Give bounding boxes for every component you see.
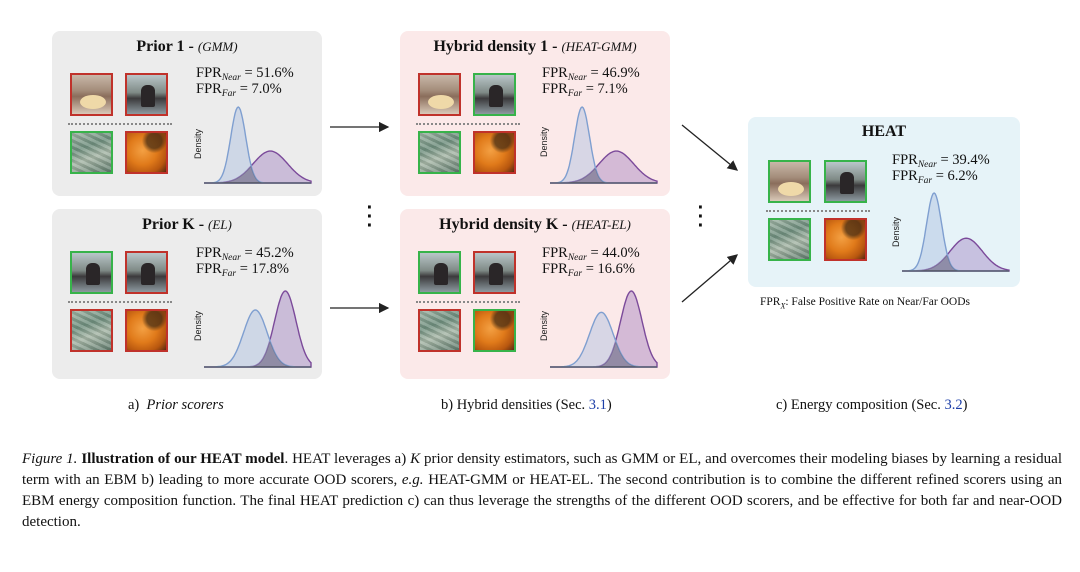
arrow-hybridk-to-heat <box>681 254 738 303</box>
prior-1-panel: Prior 1 - (GMM) FPRNear = 51.6% FPRFar =… <box>52 31 322 196</box>
image-green-1 <box>418 251 461 294</box>
image-red-2 <box>70 309 113 352</box>
arrow-hybrid1-to-heat <box>681 124 739 171</box>
separator <box>416 123 520 125</box>
fpr-far: FPRFar = 16.6% <box>542 261 635 279</box>
image-red-2 <box>125 73 168 116</box>
fpr-near: FPRNear = 39.4% <box>892 152 990 170</box>
hybrid-k-title: Hybrid density K - (HEAT-EL) <box>439 216 631 233</box>
vertical-ellipsis-left: · · · <box>366 197 374 237</box>
heat-panel: HEAT FPRNear = 39.4% FPRFar = 6.2% Densi… <box>748 117 1020 287</box>
image-red-1 <box>824 218 867 261</box>
density-plot-hybrid-k <box>550 290 658 368</box>
image-green-1 <box>768 160 811 203</box>
image-red-1 <box>70 73 113 116</box>
caption-b: b) Hybrid densities (Sec. 3.1) <box>441 397 612 413</box>
image-red-2 <box>473 131 516 174</box>
image-green-2 <box>473 309 516 352</box>
density-plot-heat <box>902 192 1010 272</box>
prior-k-title: Prior K - (EL) <box>142 216 232 233</box>
image-red-3 <box>125 131 168 174</box>
caption-c: c) Energy composition (Sec. 3.2) <box>776 397 968 413</box>
fpr-far: FPRFar = 6.2% <box>892 168 978 186</box>
density-plot-prior-1 <box>204 106 312 184</box>
fpr-far: FPRFar = 17.8% <box>196 261 289 279</box>
caption-a: a) Prior scorers <box>128 397 224 413</box>
hybrid-k-panel: Hybrid density K - (HEAT-EL) FPRNear = 4… <box>400 209 670 379</box>
image-green-1 <box>70 131 113 174</box>
prior-k-panel: Prior K - (EL) FPRNear = 45.2% FPRFar = … <box>52 209 322 379</box>
hybrid-1-panel: Hybrid density 1 - (HEAT-GMM) FPRNear = … <box>400 31 670 196</box>
image-red-1 <box>473 251 516 294</box>
image-red-3 <box>125 309 168 352</box>
fpr-near: FPRNear = 46.9% <box>542 65 640 83</box>
separator <box>68 301 172 303</box>
fpr-near: FPRNear = 44.0% <box>542 245 640 263</box>
figure-caption: Figure 1. Illustration of our HEAT model… <box>22 451 1063 530</box>
fpr-far: FPRFar = 7.1% <box>542 81 628 99</box>
image-red-1 <box>418 73 461 116</box>
fpr-near: FPRNear = 51.6% <box>196 65 294 83</box>
fpr-near: FPRNear = 45.2% <box>196 245 294 263</box>
image-red-2 <box>418 309 461 352</box>
image-red-1 <box>125 251 168 294</box>
image-green-2 <box>824 160 867 203</box>
prior-1-title: Prior 1 - (GMM) <box>136 38 238 55</box>
separator <box>766 210 870 212</box>
image-green-1 <box>70 251 113 294</box>
hybrid-1-title: Hybrid density 1 - (HEAT-GMM) <box>433 38 637 55</box>
heat-title: HEAT <box>861 123 907 140</box>
density-plot-prior-k <box>204 290 312 368</box>
density-plot-hybrid-1 <box>550 106 658 184</box>
separator <box>68 123 172 125</box>
fpr-legend-note: FPRX: False Positive Rate on Near/Far OO… <box>760 296 970 311</box>
image-green-2 <box>418 131 461 174</box>
image-green-3 <box>768 218 811 261</box>
vertical-ellipsis-right: · · · <box>697 197 705 237</box>
image-green-1 <box>473 73 516 116</box>
separator <box>416 301 520 303</box>
fpr-far: FPRFar = 7.0% <box>196 81 282 99</box>
